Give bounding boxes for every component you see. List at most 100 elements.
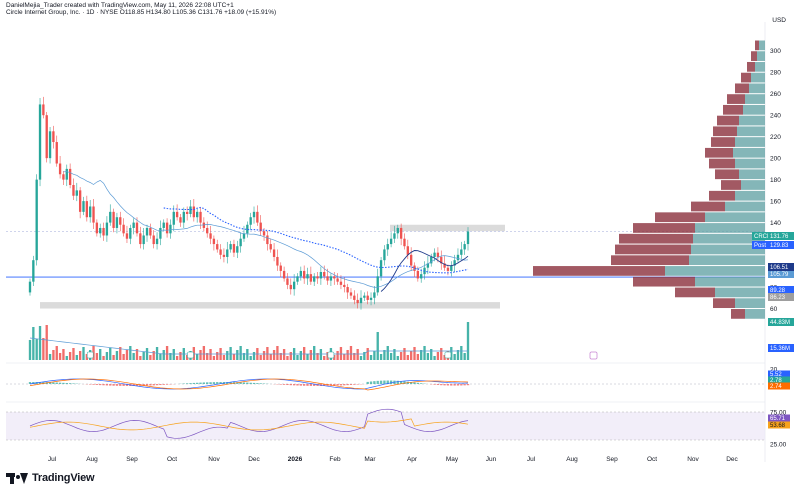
macd-histogram-bar (349, 384, 353, 385)
volume-bar (68, 352, 72, 360)
currency-label: USD (772, 17, 786, 24)
volume-bar (389, 353, 393, 360)
volume-profile-down-bar (709, 158, 735, 169)
volume-profile-up-bar (665, 266, 765, 276)
price-tick-label: 180 (770, 177, 781, 184)
bullish-candle (379, 260, 383, 277)
macd-histogram-bar (152, 384, 155, 386)
volume-bar (443, 355, 446, 360)
macd-histogram-bar (466, 384, 470, 386)
volume-bar (262, 351, 266, 360)
bullish-candle (239, 238, 242, 247)
bearish-candle (55, 142, 58, 164)
volume-profile-up-bar (725, 201, 765, 212)
volume-profile-down-bar (655, 212, 705, 223)
bullish-candle (38, 104, 42, 180)
macd-histogram-bar (229, 382, 232, 384)
bearish-candle (262, 231, 266, 236)
macd-histogram-bar (369, 381, 373, 384)
macd-histogram-bar (366, 381, 369, 384)
volume-bar (339, 347, 343, 360)
volume-bar (302, 347, 306, 360)
macd-histogram-bar (92, 384, 95, 385)
volume-profile-down-bar (727, 94, 745, 104)
bullish-candle (226, 249, 229, 257)
volume-bar (109, 348, 112, 360)
volume-bar (433, 356, 436, 360)
volume-bar (326, 352, 329, 360)
month-label: Nov (687, 456, 699, 463)
volume-bar (132, 353, 135, 360)
volume-bar (246, 349, 249, 360)
macd-histogram-bar (62, 382, 65, 384)
macd-histogram-bar (433, 384, 436, 385)
volume-bar (336, 351, 339, 360)
macd-histogram-bar (296, 384, 299, 386)
macd-histogram-bar (32, 382, 35, 384)
bearish-candle (68, 168, 72, 185)
symbol-line: Circle Internet Group, Inc. · 1D · NYSE … (6, 9, 277, 16)
price-tag-label: Post (754, 243, 766, 249)
volume-profile-down-bar (675, 287, 715, 298)
macd-histogram-bar (379, 380, 383, 384)
volume-bar (353, 353, 356, 360)
price-tag-bg (768, 270, 794, 278)
bearish-candle (302, 270, 306, 279)
volume-bar (456, 350, 460, 360)
bullish-candle (242, 233, 246, 239)
macd-histogram-bar (446, 384, 450, 386)
volume-bar (35, 339, 38, 360)
volume-profile-down-bar (633, 276, 695, 287)
macd-histogram-bar (52, 382, 55, 384)
bullish-candle (306, 274, 309, 279)
volume-bar (423, 346, 426, 360)
macd-tag-bg (768, 370, 790, 378)
creator-line: DanielMejia_Trader created with TradingV… (6, 2, 234, 9)
macd-histogram-bar (403, 381, 406, 384)
time-axis[interactable]: Jul Aug Sep Oct Nov Dec 2026 Feb Mar Apr May Jun Jul… (48, 456, 739, 463)
bearish-candle (416, 270, 420, 279)
volume-bar (75, 355, 78, 360)
price-tag-bg (768, 293, 794, 301)
macd-histogram-bar (389, 380, 393, 384)
macd-histogram-bar (353, 384, 356, 385)
price-tag-label: CRCL (754, 234, 771, 240)
bearish-candle (269, 244, 272, 250)
bearish-candle (58, 163, 62, 175)
volume-profile (533, 40, 765, 319)
bullish-candle (142, 235, 145, 245)
macd-histogram-bar (192, 382, 196, 384)
macd-histogram-bar (112, 384, 115, 386)
month-label: Oct (167, 456, 177, 463)
price-tag-bg (768, 232, 794, 240)
volume-profile-up-bar (751, 72, 765, 83)
bearish-candle (446, 267, 450, 271)
bullish-candle (376, 276, 379, 293)
bearish-candle (179, 217, 182, 223)
bullish-candle (369, 297, 373, 300)
macd-histogram-bar (206, 382, 209, 384)
macd-histogram-bar (162, 384, 165, 385)
macd-histogram-bar (323, 384, 326, 386)
volume-profile-up-bar (705, 212, 765, 223)
month-label: Aug (86, 456, 98, 463)
bearish-candle (112, 211, 115, 228)
macd-histogram-bar (252, 382, 256, 384)
price-tick-label: 160 (770, 198, 781, 205)
volume-bar (249, 356, 252, 360)
volume-profile-down-bar (691, 201, 725, 212)
bearish-candle (282, 270, 286, 279)
volume-bar (185, 355, 189, 360)
month-label: Sep (126, 456, 138, 463)
earnings-marker-icon (86, 351, 94, 359)
macd-histogram-bar (399, 381, 403, 384)
volume-ma-tag-bg (768, 344, 794, 352)
macd-histogram-bar (242, 382, 246, 384)
macd-histogram-bar (159, 384, 162, 386)
rsi-ma-line (29, 418, 469, 431)
price-tag-value: 86.23 (770, 295, 786, 301)
volume-bar (45, 325, 48, 360)
volume-bar (212, 356, 216, 360)
volume-profile-up-bar (741, 180, 765, 190)
